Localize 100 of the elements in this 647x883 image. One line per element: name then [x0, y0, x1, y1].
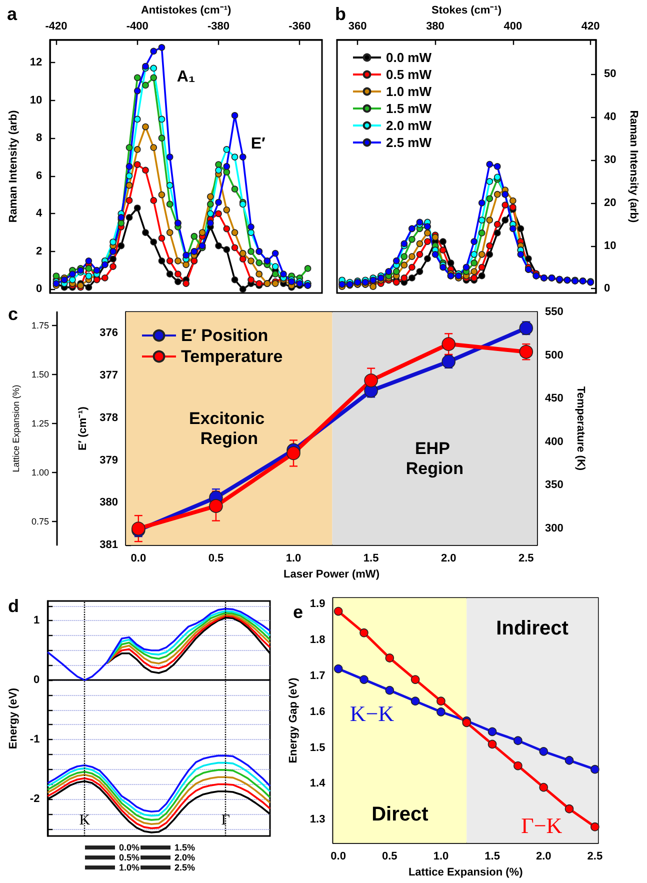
legend-label: 2.0% [174, 852, 196, 862]
y-tick-label: 10 [604, 240, 616, 252]
y-tick-label: 6 [36, 170, 42, 182]
band-label: Excitonic Region [188, 409, 270, 448]
legend-label: 0.0% [118, 842, 140, 852]
y-axis-title: Raman Intensity (arb) [8, 110, 20, 223]
y3-tick-label: 1.75 [31, 320, 49, 331]
y-tick-label: 1.7 [310, 670, 326, 682]
x-tick-label: 1.5 [363, 552, 379, 564]
y-tick-label: 8 [36, 132, 42, 144]
y2-tick-label: 350 [545, 479, 564, 492]
legend-label: 0.5 mW [386, 67, 432, 82]
x-tick-label: 0.0 [330, 850, 346, 862]
x-tick-label: 2.0 [440, 552, 456, 564]
y-tick-label: 1.5 [310, 742, 326, 754]
x-tick-label: -380 [208, 20, 230, 32]
x-tick-label: 400 [504, 20, 522, 32]
x-tick-label: Γ [221, 812, 230, 828]
y-tick-label: 0 [34, 674, 40, 686]
legend-label: 1.0% [118, 862, 140, 872]
y-tick-label: 380 [100, 496, 118, 509]
x-tick-label: 0.0 [130, 552, 146, 564]
legend-label: 0.5% [118, 852, 140, 862]
y-tick-label: 381 [100, 539, 118, 551]
y-axis-title: Raman Intensity (arb) [628, 110, 640, 224]
chart-title: c [8, 304, 18, 324]
x-tick-label: 360 [348, 20, 367, 32]
y-tick-label: 0 [604, 282, 610, 295]
y-tick-label: 30 [604, 154, 616, 166]
x-tick-label: 380 [426, 20, 444, 32]
y-tick-label: 1.8 [310, 634, 326, 646]
band-label: Indirect [496, 618, 569, 640]
y-tick-label: -1 [30, 734, 40, 746]
y-tick-label: 50 [604, 68, 616, 80]
y-tick-label: 12 [30, 56, 42, 69]
legend-label: 1.5% [174, 842, 196, 852]
annotation: E′ [250, 135, 266, 152]
y2-tick-label: 400 [545, 436, 564, 448]
y-tick-label: 379 [100, 454, 118, 466]
x-tick-label: 0.5 [208, 552, 224, 564]
legend-label: 0.0 mW [386, 50, 432, 65]
y3-tick-label: 0.75 [31, 516, 49, 527]
x-tick-label: 0.5 [382, 850, 398, 862]
y-tick-label: 10 [30, 94, 42, 106]
band-label: Direct [372, 804, 429, 826]
x-tick-label: -420 [45, 20, 68, 32]
x-axis-title: Laser Power (mW) [284, 568, 380, 580]
y2-tick-label: 300 [545, 522, 564, 535]
legend-label: Temperature [181, 347, 283, 366]
legend-label: 2.5% [174, 862, 196, 872]
y-tick-label: -2 [30, 793, 40, 806]
y-tick-label: 4 [36, 208, 44, 220]
y3-axis-title: Lattice Expansion (%) [11, 384, 22, 472]
legend-label: E′ Position [181, 326, 268, 345]
x-tick-label: 1.5 [484, 850, 500, 862]
series-label: Γ−K [521, 812, 562, 838]
x-axis-title: Antistokes (cm⁻¹) [140, 4, 232, 16]
chart-title: e [293, 602, 304, 622]
series-label: K−K [350, 701, 394, 726]
legend-label: 1.0 mW [386, 84, 432, 99]
y3-tick-label: 1.00 [31, 468, 49, 478]
x-tick-label: 420 [581, 20, 600, 32]
x-tick-label: -400 [126, 20, 148, 32]
y-axis-title: E′ (cm⁻¹) [77, 406, 90, 450]
annotation: A₁ [176, 68, 196, 86]
chart-title: b [335, 4, 346, 24]
y2-tick-label: 450 [545, 392, 564, 405]
y-tick-label: 378 [100, 412, 118, 424]
x-tick-label: 1.0 [433, 850, 449, 862]
y2-tick-label: 550 [545, 306, 564, 318]
y3-tick-label: 1.50 [31, 370, 49, 380]
chart-title: d [8, 596, 19, 616]
x-tick-label: -360 [288, 20, 311, 32]
y-axis-title: Energy (eV) [8, 688, 20, 750]
x-tick-label: 2.5 [587, 850, 603, 862]
x-tick-label: 1.0 [286, 552, 302, 564]
y-tick-label: 20 [604, 196, 616, 209]
y-tick-label: 377 [100, 370, 118, 382]
y-tick-label: 1.9 [310, 598, 326, 610]
y3-tick-label: 1.25 [31, 418, 49, 429]
y-axis-title: Energy Gap (eV) [288, 677, 300, 764]
legend-label: 2.5 mW [386, 135, 432, 150]
x-axis-title: Stokes (cm⁻¹) [431, 4, 502, 16]
y2-axis-title: Temperature (K) [574, 386, 586, 471]
x-tick-label: 2.5 [518, 552, 534, 564]
x-tick-label: K [79, 812, 90, 828]
legend-label: 2.0 mW [386, 118, 432, 133]
x-tick-label: 2.0 [536, 850, 552, 862]
y-tick-label: 1.4 [310, 778, 326, 790]
legend-label: 1.5 mW [386, 101, 432, 116]
y-tick-label: 2 [36, 245, 42, 258]
y-tick-label: 0 [36, 283, 42, 296]
y2-tick-label: 500 [545, 349, 564, 362]
y-tick-label: 1.3 [310, 814, 326, 826]
x-axis-title: Lattice Expansion (%) [408, 866, 524, 878]
chart-title: a [7, 4, 18, 24]
band-label: EHP Region [406, 439, 464, 478]
y-tick-label: 1 [34, 614, 40, 627]
y-tick-label: 376 [100, 327, 118, 340]
y-tick-label: 1.6 [310, 706, 326, 718]
